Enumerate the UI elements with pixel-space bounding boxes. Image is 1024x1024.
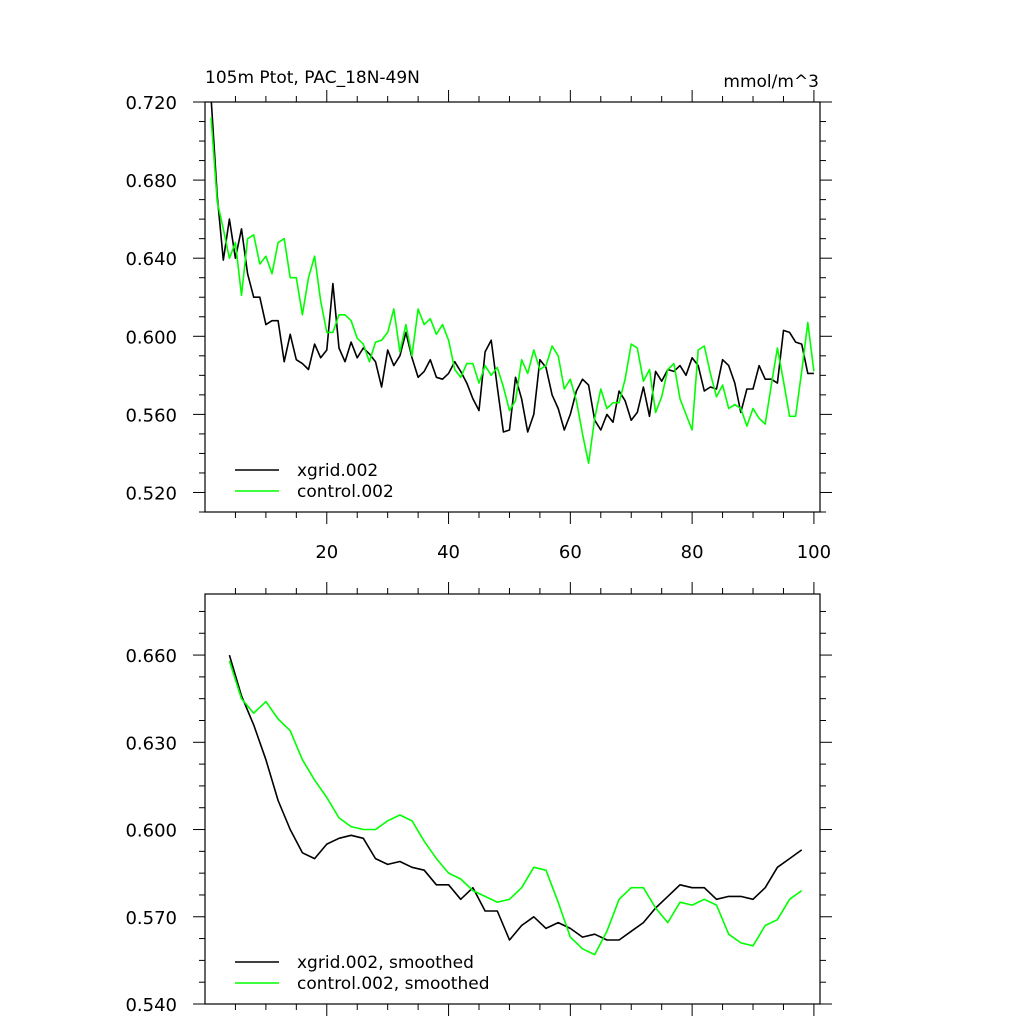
bottom-plot-frame (204, 593, 821, 1005)
top-chart-units: mmol/m^3 (723, 72, 819, 92)
legend-label: control.002 (297, 482, 394, 502)
y-tick-label: 0.560 (125, 405, 177, 426)
y-tick-label: 0.570 (125, 908, 177, 929)
series-line-xgrid-002-smoothed (228, 654, 803, 941)
x-tick-label: 20 (315, 542, 338, 563)
bottom-axis-ticks: 0.540 0.570 0.600 0.630 0.660 (125, 582, 832, 1016)
y-tick-label: 0.600 (125, 821, 177, 842)
top-panel: 105m Ptot, PAC_18N-49N mmol/m^3 20 40 60 80… (125, 68, 832, 563)
legend-label: xgrid.002 (297, 461, 378, 481)
series-line-xgrid-002 (210, 102, 814, 433)
x-tick-label: 40 (437, 542, 460, 563)
top-plot-frame (204, 101, 821, 513)
y-tick-label: 0.520 (125, 483, 177, 504)
bottom-panel: 0.540 0.570 0.600 0.630 0.660 xgrid.002, smo… (125, 582, 832, 1016)
y-tick-label: 0.540 (125, 995, 177, 1016)
series-line-control-002 (210, 117, 815, 465)
y-tick-label: 0.600 (125, 327, 177, 348)
y-tick-label: 0.640 (125, 249, 177, 270)
top-axis-ticks: 20 40 60 80 100 0.520 0.560 0.600 0.640 0.680 0.72… (125, 90, 832, 563)
x-tick-label: 60 (559, 542, 582, 563)
series-line-control-002-smoothed (228, 660, 803, 956)
top-series-lines (210, 102, 815, 465)
x-tick-label: 80 (681, 542, 704, 563)
legend-label: xgrid.002, smoothed (297, 953, 474, 973)
y-tick-label: 0.630 (125, 733, 177, 754)
y-tick-label: 0.720 (125, 93, 177, 114)
top-chart-title: 105m Ptot, PAC_18N-49N (205, 68, 420, 88)
y-tick-label: 0.680 (125, 171, 177, 192)
x-tick-label: 100 (797, 542, 831, 563)
bottom-series-lines (228, 654, 803, 956)
legend-label: control.002, smoothed (297, 974, 490, 994)
y-tick-label: 0.660 (125, 646, 177, 667)
